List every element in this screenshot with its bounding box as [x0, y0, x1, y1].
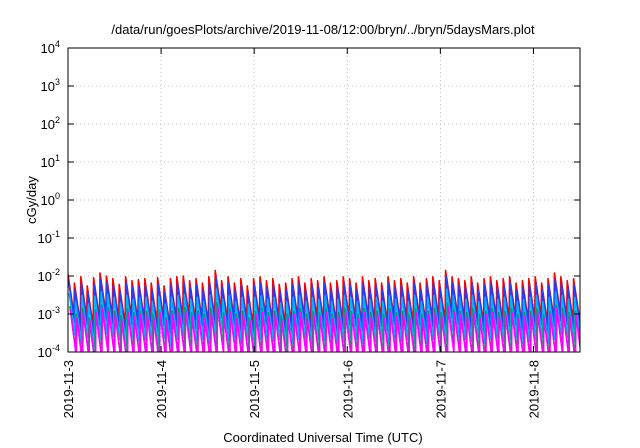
series-line: [69, 305, 580, 352]
y-tick-label: 10-1: [38, 229, 60, 246]
y-tick-label: 10-3: [38, 305, 60, 322]
y-tick-label: 10-2: [38, 267, 60, 284]
x-tick-label: 2019-11-6: [340, 360, 355, 418]
y-tick-label: 104: [41, 39, 60, 56]
chart-title: /data/run/goesPlots/archive/2019-11-08/1…: [111, 22, 535, 37]
y-tick-label: 101: [41, 153, 60, 170]
x-tick-group: 2019-11-3 2019-11-4 2019-11-5 2019-11-6 2019…: [61, 48, 541, 418]
y-tick-label: 100: [41, 191, 60, 208]
y-axis-label: cGy/day: [24, 176, 39, 224]
x-tick-label: 2019-11-3: [61, 360, 76, 418]
x-tick-label: 2019-11-5: [247, 360, 262, 418]
y-tick-group: 10-4 10-3 10-2 10-1 100 101 102 103 104: [38, 39, 580, 360]
y-tick-label: 102: [41, 115, 60, 132]
y-tick-label: 10-4: [38, 343, 60, 360]
x-axis-label: Coordinated Universal Time (UTC): [223, 430, 422, 445]
x-tick-label: 2019-11-7: [433, 360, 448, 418]
x-tick-label: 2019-11-8: [526, 360, 541, 418]
series-group: [68, 269, 580, 352]
x-tick-label: 2019-11-4: [154, 360, 169, 418]
y-tick-label: 103: [41, 77, 60, 94]
